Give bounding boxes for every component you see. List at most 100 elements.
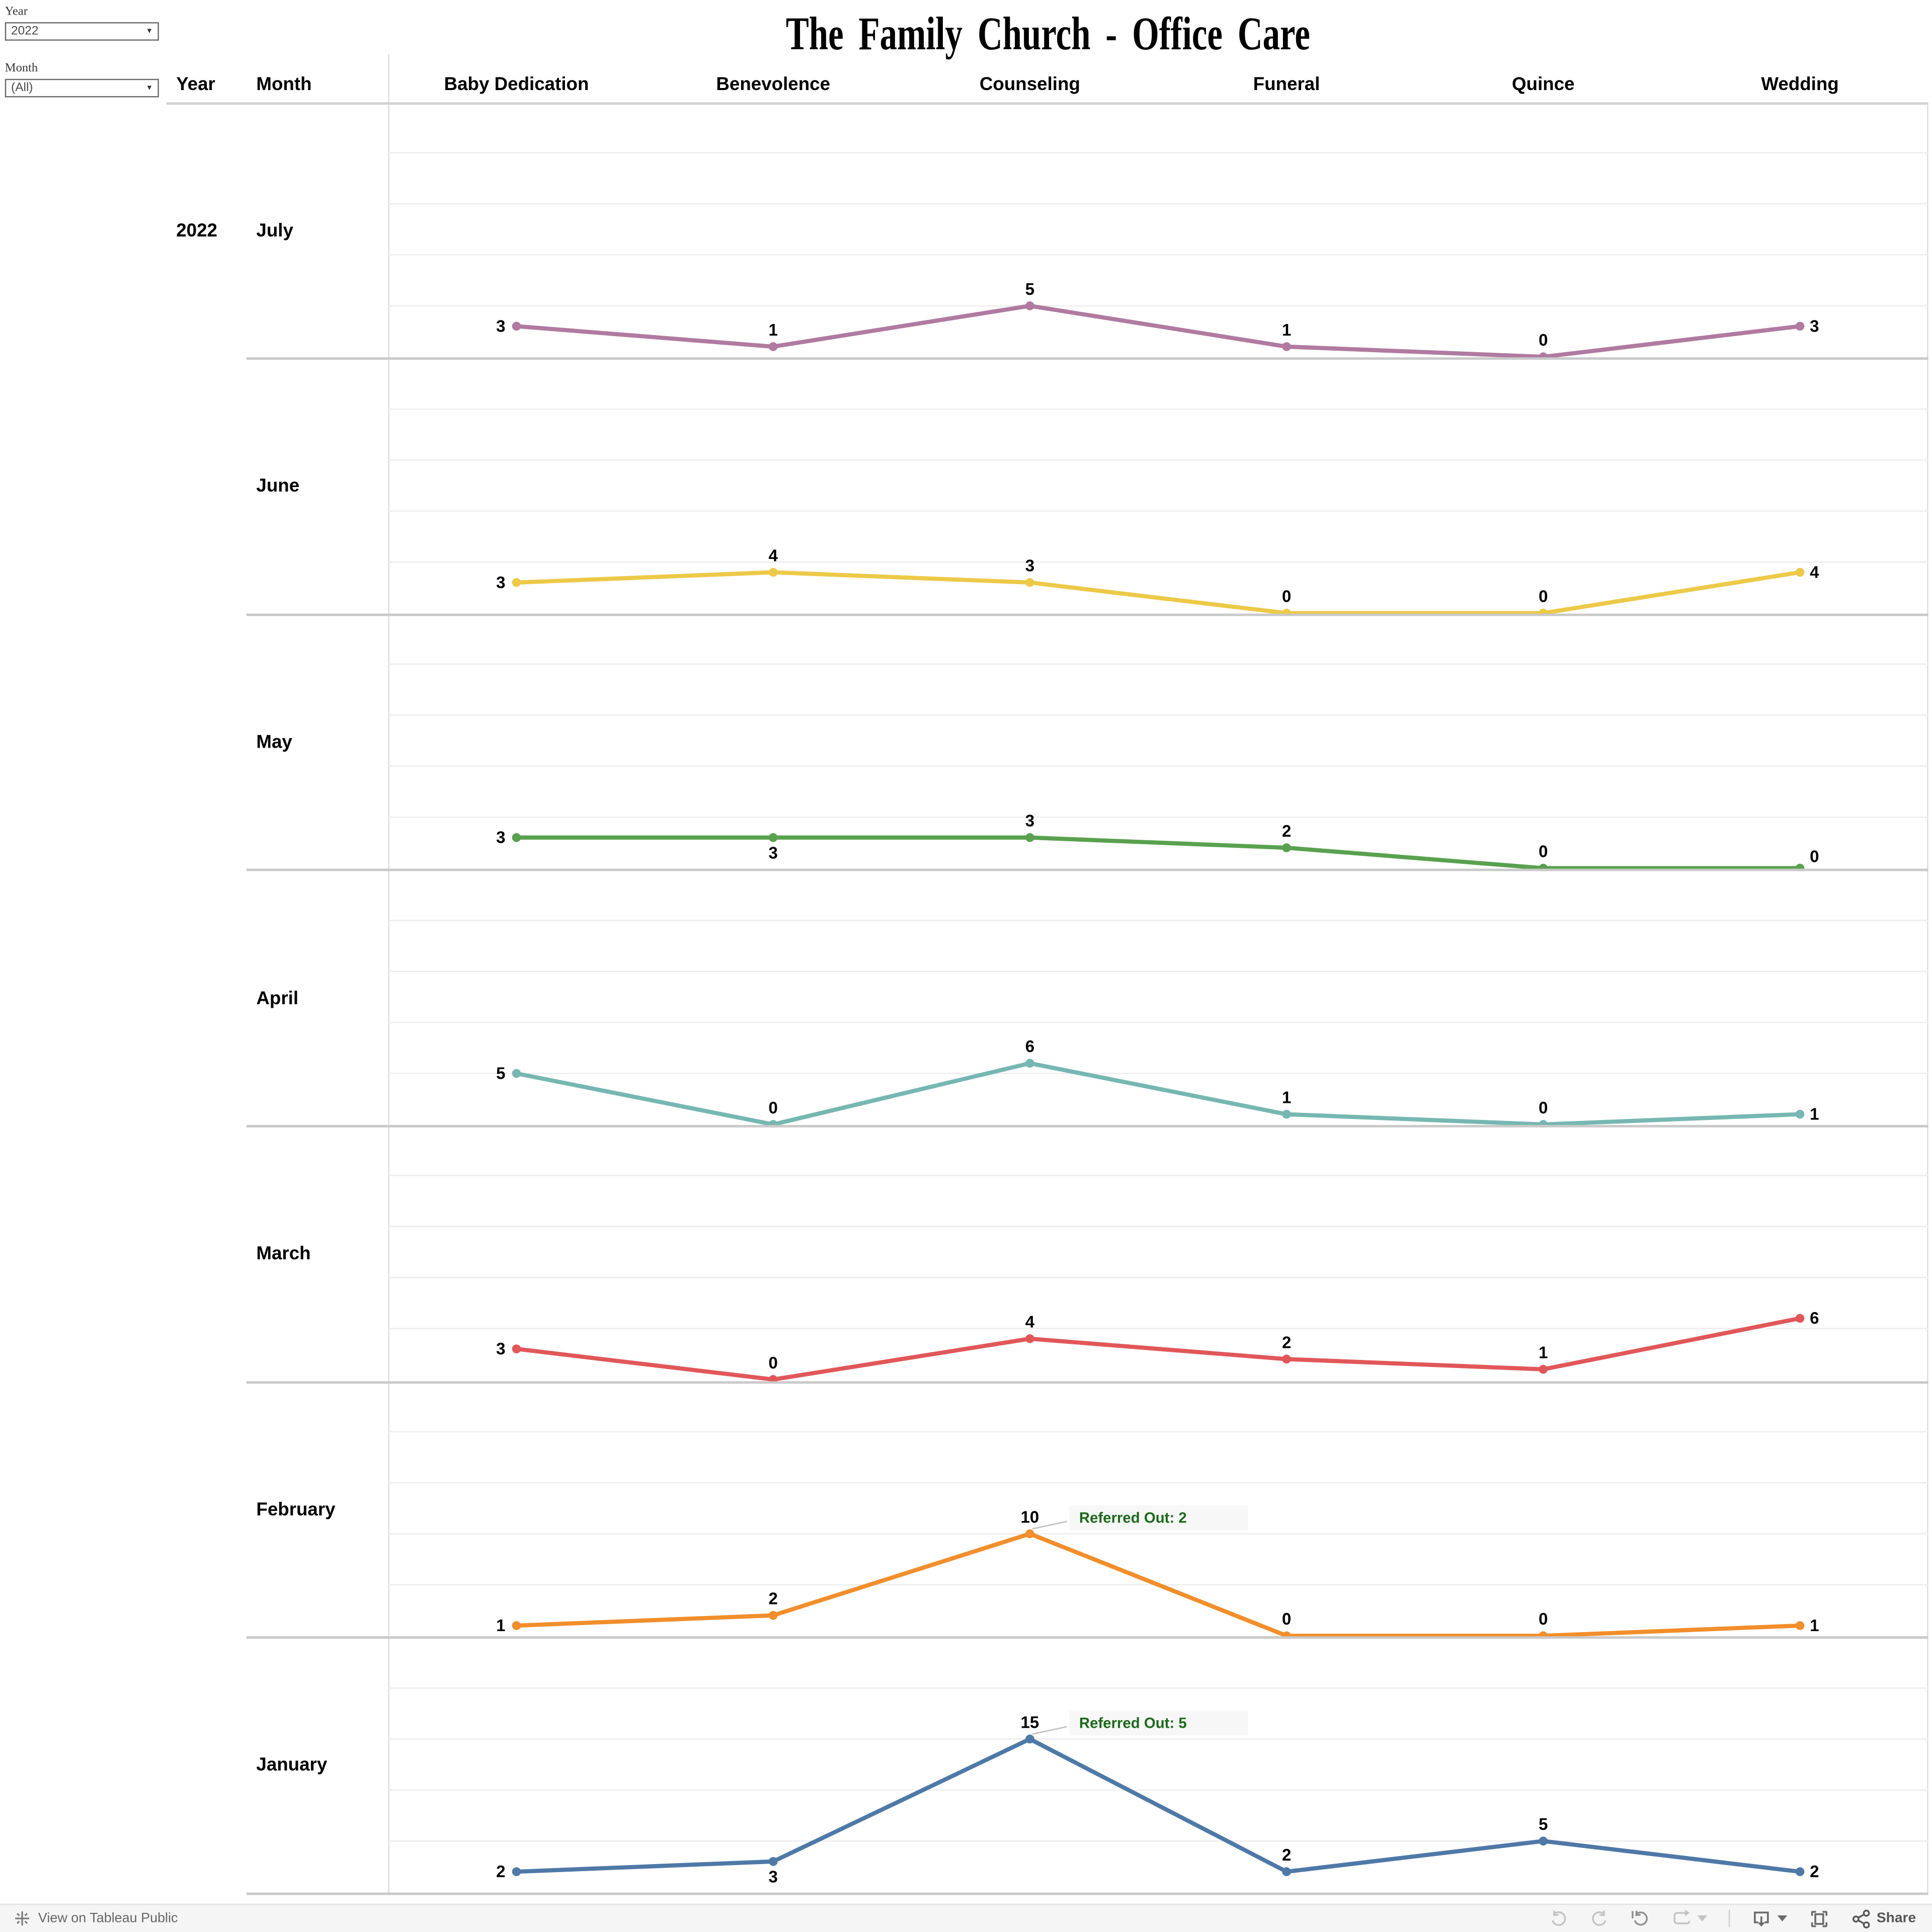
refresh-icon — [1673, 1909, 1691, 1924]
view-on-tableau-public-link[interactable]: View on Tableau Public — [0, 1910, 178, 1927]
tableau-logo-icon — [15, 1911, 30, 1925]
data-point-funeral[interactable] — [1282, 1109, 1291, 1118]
share-button[interactable]: Share — [1850, 1908, 1916, 1929]
data-point-funeral[interactable] — [1282, 843, 1291, 853]
column-header-counseling: Counseling — [979, 73, 1080, 95]
toolbar-separator — [1728, 1909, 1730, 1927]
data-point-counseling[interactable] — [1025, 1529, 1034, 1539]
data-point-wedding[interactable] — [1795, 1621, 1805, 1630]
value-label: 6 — [1025, 1037, 1034, 1056]
data-point-baby-dedication[interactable] — [512, 1069, 521, 1078]
data-point-funeral[interactable] — [1282, 342, 1291, 351]
trend-line — [516, 1736, 1801, 1874]
line-chart-row-may: 3 3 3 2 0 0 — [388, 664, 1928, 871]
redo-button[interactable] — [1589, 1908, 1609, 1928]
annotation-text: Referred Out: 5 — [1079, 1714, 1187, 1731]
data-point-baby-dedication[interactable] — [512, 1867, 521, 1876]
line-chart-row-july: 3 1 5 1 0 3 — [388, 152, 1928, 360]
column-header-baby-dedication: Baby Dedication — [444, 73, 589, 95]
data-point-counseling[interactable] — [1025, 577, 1034, 587]
value-label: 5 — [1025, 280, 1034, 299]
download-button[interactable] — [1751, 1908, 1788, 1929]
value-label: 3 — [1025, 812, 1034, 831]
chevron-down-icon: ▾ — [147, 27, 152, 36]
month-row-label: February — [256, 1499, 336, 1520]
data-point-counseling[interactable] — [1025, 301, 1034, 310]
toolbar-actions: Share — [1549, 1908, 1932, 1929]
row-separator — [246, 357, 1928, 360]
data-point-counseling[interactable] — [1025, 1734, 1034, 1743]
fullscreen-button[interactable] — [1809, 1908, 1830, 1929]
column-header-wedding: Wedding — [1761, 73, 1839, 95]
data-point-baby-dedication[interactable] — [512, 577, 521, 587]
value-label: 2 — [1282, 822, 1291, 841]
chevron-down-icon — [1777, 1915, 1788, 1922]
share-label: Share — [1876, 1911, 1916, 1926]
line-chart-row-april: 5 0 6 1 0 1 — [388, 919, 1928, 1128]
data-point-counseling[interactable] — [1025, 1334, 1034, 1344]
axis-divider-line — [388, 54, 389, 1894]
year-column-header: Year — [176, 73, 215, 95]
value-label: 2 — [1810, 1862, 1819, 1881]
data-point-wedding[interactable] — [1795, 1109, 1805, 1118]
value-label: 1 — [496, 1617, 505, 1635]
data-point-baby-dedication[interactable] — [512, 1621, 521, 1630]
month-filter-dropdown[interactable]: (All) ▾ — [5, 78, 159, 98]
year-filter-dropdown[interactable]: 2022 ▾ — [5, 22, 159, 41]
value-label: 0 — [1539, 1098, 1548, 1117]
column-header-quince: Quince — [1512, 73, 1575, 95]
value-label: 0 — [769, 1098, 778, 1117]
value-label: 1 — [1282, 1088, 1291, 1107]
data-point-benevolence[interactable] — [768, 342, 778, 351]
undo-button[interactable] — [1549, 1908, 1568, 1928]
data-point-wedding[interactable] — [1795, 567, 1805, 577]
data-point-baby-dedication[interactable] — [512, 321, 521, 331]
value-label: 3 — [496, 573, 505, 592]
data-point-baby-dedication[interactable] — [512, 1345, 521, 1354]
chevron-down-icon — [1697, 1915, 1708, 1922]
data-point-baby-dedication[interactable] — [512, 833, 521, 842]
data-point-wedding[interactable] — [1795, 1314, 1805, 1323]
data-point-quince[interactable] — [1539, 1836, 1548, 1845]
year-filter-value: 2022 — [11, 24, 39, 38]
annotation-leader-line — [1032, 1725, 1067, 1735]
data-point-counseling[interactable] — [1025, 833, 1034, 842]
value-label: 10 — [1021, 1508, 1039, 1526]
revert-button[interactable] — [1630, 1908, 1650, 1928]
month-row-label: June — [256, 476, 300, 497]
data-point-counseling[interactable] — [1025, 1058, 1034, 1068]
data-point-funeral[interactable] — [1282, 1355, 1291, 1364]
value-label: 3 — [1025, 556, 1034, 575]
data-point-quince[interactable] — [1539, 1365, 1548, 1375]
data-point-wedding[interactable] — [1795, 1867, 1805, 1876]
value-label: 4 — [1025, 1314, 1035, 1332]
value-label: 4 — [769, 546, 778, 565]
value-label: 1 — [1810, 1105, 1819, 1123]
data-point-funeral[interactable] — [1282, 1867, 1291, 1876]
month-row-label: March — [256, 1243, 311, 1265]
page-title: The Family Church - Office Care — [786, 9, 1311, 61]
data-point-benevolence[interactable] — [768, 567, 778, 577]
month-filter-value: (All) — [11, 81, 33, 95]
header-underline — [166, 102, 1928, 105]
trend-line — [516, 570, 1801, 615]
column-header-funeral: Funeral — [1253, 73, 1320, 95]
value-label: 3 — [769, 844, 778, 863]
annotation-box — [1069, 1710, 1248, 1735]
column-header-benevolence: Benevolence — [716, 73, 831, 95]
data-point-benevolence[interactable] — [768, 1611, 778, 1620]
year-filter: Year 2022 ▾ — [5, 5, 159, 41]
value-label: 0 — [1810, 848, 1819, 866]
refresh-button[interactable] — [1671, 1908, 1708, 1928]
annotation-leader-line — [1032, 1520, 1067, 1530]
data-point-benevolence[interactable] — [768, 1857, 778, 1866]
value-label: 3 — [496, 1340, 505, 1359]
trend-line — [516, 836, 1800, 871]
value-label: 4 — [1810, 563, 1819, 582]
value-label: 3 — [496, 829, 505, 847]
value-label: 0 — [1539, 587, 1548, 606]
row-separator — [246, 1124, 1928, 1128]
value-label: 0 — [1539, 331, 1548, 350]
data-point-benevolence[interactable] — [768, 833, 778, 842]
data-point-wedding[interactable] — [1795, 321, 1805, 331]
